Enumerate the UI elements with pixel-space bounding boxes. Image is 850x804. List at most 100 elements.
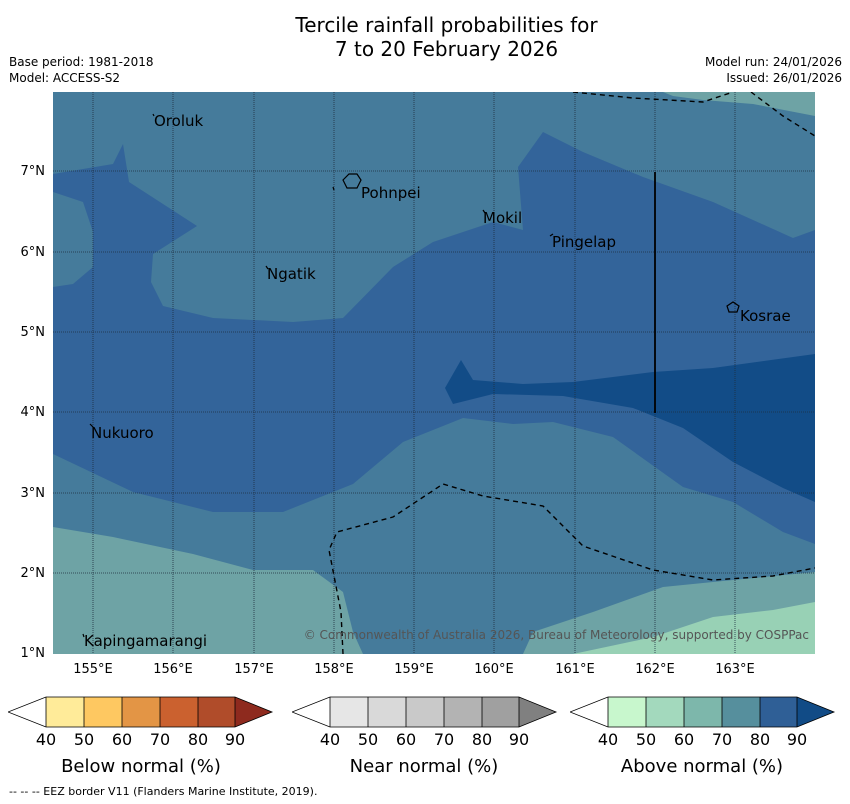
prob-zone-60-north xyxy=(663,92,815,116)
map-panel[interactable]: Oroluk Pohnpei Mokil Pingelap Ngatik Kos… xyxy=(53,92,815,654)
prob-zone-70-west xyxy=(53,192,93,287)
below-tick-40: 40 xyxy=(35,730,57,749)
below-tick-50: 50 xyxy=(73,730,95,749)
below-swatch-6 xyxy=(235,697,272,727)
colorbar-above-title: Above normal (%) xyxy=(620,756,784,777)
near-tick-60: 60 xyxy=(395,730,417,749)
lat-label-2n: 2°N xyxy=(20,566,46,581)
colorbar-near-normal xyxy=(290,696,558,732)
lat-label-5n: 5°N xyxy=(20,325,46,340)
prob-zone-60-south-west xyxy=(53,527,363,654)
below-tick-70: 70 xyxy=(149,730,171,749)
above-tick-40: 40 xyxy=(597,730,619,749)
below-swatch-4 xyxy=(160,697,198,727)
place-ngatik: Ngatik xyxy=(267,265,316,283)
lon-label-157e: 157°E xyxy=(234,662,274,677)
title-line-2: 7 to 20 February 2026 xyxy=(334,37,559,61)
lat-label-1n: 1°N xyxy=(20,646,46,661)
title-line-1: Tercile rainfall probabilities for xyxy=(295,13,598,37)
near-tick-50: 50 xyxy=(357,730,379,749)
lat-label-3n: 3°N xyxy=(20,486,46,501)
colorbar-below-svg xyxy=(6,696,274,728)
copyright-notice: © Commonwealth of Australia 2026, Bureau… xyxy=(304,628,809,642)
place-pingelap: Pingelap xyxy=(552,233,616,251)
below-swatch-1 xyxy=(46,697,84,727)
colorbar-below-title: Below normal (%) xyxy=(61,756,221,777)
below-swatch-2 xyxy=(84,697,122,727)
above-tick-80: 80 xyxy=(749,730,771,749)
kapingamarangi-atoll xyxy=(82,633,85,638)
near-tick-40: 40 xyxy=(319,730,341,749)
lon-label-161e: 161°E xyxy=(555,662,595,677)
colorbar-above-svg xyxy=(568,696,836,728)
above-tick-90: 90 xyxy=(786,730,808,749)
lat-label-6n: 6°N xyxy=(20,245,46,260)
near-swatch-4 xyxy=(444,697,482,727)
lon-label-159e: 159°E xyxy=(394,662,434,677)
mokil-atoll xyxy=(482,209,486,214)
island-outlines xyxy=(82,113,740,638)
colorbar-near-title: Near normal (%) xyxy=(349,756,499,777)
above-tick-70: 70 xyxy=(711,730,733,749)
meta-left: Base period: 1981-2018 Model: ACCESS-S2 xyxy=(9,54,154,86)
meta-right: Model run: 24/01/2026 Issued: 26/01/2026 xyxy=(705,54,842,86)
above-swatch-4 xyxy=(722,697,760,727)
prob-zone-50 xyxy=(573,602,815,654)
kosrae-island xyxy=(726,301,740,313)
place-oroluk: Oroluk xyxy=(154,112,203,130)
place-pohnpei: Pohnpei xyxy=(361,184,421,202)
below-swatch-3 xyxy=(122,697,160,727)
near-swatch-3 xyxy=(406,697,444,727)
lon-label-155e: 155°E xyxy=(73,662,113,677)
place-kosrae: Kosrae xyxy=(740,307,791,325)
place-kapingamarangi: Kapingamarangi xyxy=(84,632,207,650)
ant-atoll xyxy=(332,186,335,191)
map-canvas[interactable]: Oroluk Pohnpei Mokil Pingelap Ngatik Kos… xyxy=(53,92,815,654)
near-swatch-1 xyxy=(330,697,368,727)
nukuoro-atoll xyxy=(89,423,94,428)
below-swatch-0 xyxy=(8,697,46,727)
place-mokil: Mokil xyxy=(483,209,522,227)
model-name: Model: ACCESS-S2 xyxy=(9,71,121,85)
oroluk-atoll xyxy=(152,113,155,117)
above-tick-50: 50 xyxy=(635,730,657,749)
above-swatch-3 xyxy=(684,697,722,727)
near-swatch-6 xyxy=(519,697,556,727)
near-tick-80: 80 xyxy=(471,730,493,749)
prob-zone-80 xyxy=(53,132,815,544)
place-nukuoro: Nukuoro xyxy=(91,424,154,442)
lon-label-156e: 156°E xyxy=(153,662,193,677)
lon-label-158e: 158°E xyxy=(314,662,354,677)
near-tick-70: 70 xyxy=(433,730,455,749)
colorbar-above-normal xyxy=(568,696,836,732)
pohnpei-island xyxy=(342,173,362,189)
near-swatch-2 xyxy=(368,697,406,727)
lat-label-7n: 7°N xyxy=(20,164,46,179)
graticule xyxy=(53,92,815,654)
prob-zone-90 xyxy=(445,354,815,502)
lat-label-4n: 4°N xyxy=(20,405,46,420)
lon-label-162e: 162°E xyxy=(635,662,675,677)
above-swatch-1 xyxy=(608,697,646,727)
lon-label-163e: 163°E xyxy=(715,662,755,677)
ngatik-atoll xyxy=(265,265,269,270)
colorbar-near-svg xyxy=(290,696,558,728)
lon-label-160e: 160°E xyxy=(474,662,514,677)
near-tick-90: 90 xyxy=(508,730,530,749)
above-swatch-0 xyxy=(570,697,608,727)
near-swatch-0 xyxy=(292,697,330,727)
below-tick-90: 90 xyxy=(224,730,246,749)
pingelap-atoll xyxy=(549,233,554,237)
near-swatch-5 xyxy=(482,697,519,727)
map-title: Tercile rainfall probabilities for 7 to … xyxy=(0,13,850,61)
eez-border xyxy=(328,92,815,654)
above-tick-60: 60 xyxy=(673,730,695,749)
issued-date: Issued: 26/01/2026 xyxy=(726,71,842,85)
above-swatch-5 xyxy=(760,697,797,727)
base-period: Base period: 1981-2018 xyxy=(9,55,154,69)
below-swatch-5 xyxy=(198,697,235,727)
below-tick-60: 60 xyxy=(111,730,133,749)
above-swatch-6 xyxy=(797,697,834,727)
colorbar-below-normal xyxy=(6,696,274,732)
model-run: Model run: 24/01/2026 xyxy=(704,55,842,69)
